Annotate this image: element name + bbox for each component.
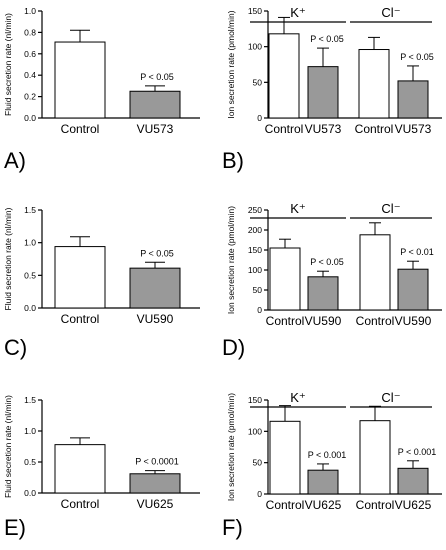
group-label: Cl⁻ [381, 390, 400, 405]
bar [54, 41, 106, 119]
bar [307, 469, 339, 495]
category-label: Control [266, 498, 305, 512]
y-tick-label: 0 [257, 305, 262, 315]
bar [307, 66, 339, 119]
category-label: VU573 [395, 122, 432, 136]
y-tick-label: 150 [248, 6, 262, 16]
panel-label: E) [4, 515, 26, 540]
group-label: Cl⁻ [381, 201, 400, 216]
bar [269, 420, 301, 495]
p-value-annotation: P < 0.05 [140, 248, 174, 258]
category-label: Control [356, 498, 395, 512]
p-value-annotation: P < 0.01 [400, 247, 434, 257]
panel-label: F) [222, 515, 243, 540]
y-tick-label: 0 [257, 113, 262, 123]
y-tick-label: 0.0 [24, 303, 36, 313]
y-tick-label: 1.5 [24, 205, 36, 215]
category-label: VU625 [395, 498, 432, 512]
bar [359, 420, 391, 495]
y-tick-label: 100 [248, 265, 262, 275]
p-value-annotation: P < 0.0001 [135, 457, 179, 467]
y-tick-label: 100 [248, 426, 262, 436]
bar [54, 444, 106, 494]
group-label: K⁺ [290, 390, 306, 405]
y-tick-label: 0.2 [24, 92, 36, 102]
group-label: K⁺ [290, 201, 306, 216]
y-tick-label: 0.4 [24, 70, 36, 80]
bar [129, 90, 181, 119]
category-label: Control [61, 122, 100, 136]
p-value-annotation: P < 0.05 [400, 52, 434, 62]
group-label: K⁺ [290, 5, 306, 20]
y-axis-label: Fluid secretion rate (nl/min) [3, 207, 13, 310]
y-tick-label: 1.0 [24, 6, 36, 16]
category-label: Control [355, 122, 394, 136]
category-label: VU573 [305, 122, 342, 136]
y-tick-label: 50 [253, 458, 263, 468]
y-axis-label: Ion secretion rate (pmol/min) [226, 206, 236, 314]
bar [358, 49, 390, 119]
y-axis-label: Ion secretion rate (pmol/min) [226, 10, 236, 118]
y-tick-label: 200 [248, 225, 262, 235]
category-label: Control [61, 312, 100, 326]
bar [129, 473, 181, 494]
y-tick-label: 0.5 [24, 457, 36, 467]
bar [397, 268, 429, 311]
y-tick-label: 250 [248, 205, 262, 215]
category-label: VU625 [305, 498, 342, 512]
y-tick-label: 0.0 [24, 488, 36, 498]
y-axis-label: Fluid secretion rate (nl/min) [3, 395, 13, 498]
y-tick-label: 150 [248, 395, 262, 405]
p-value-annotation: P < 0.001 [308, 450, 347, 460]
category-label: VU573 [137, 122, 174, 136]
panel-label: A) [4, 148, 26, 173]
bar [269, 247, 301, 311]
category-label: VU590 [137, 312, 174, 326]
y-tick-label: 0 [257, 489, 262, 499]
bar [307, 276, 339, 311]
category-label: Control [61, 497, 100, 511]
panel-label: B) [222, 148, 244, 173]
category-label: Control [265, 122, 304, 136]
y-tick-label: 150 [248, 245, 262, 255]
y-tick-label: 100 [248, 42, 262, 52]
y-tick-label: 50 [253, 77, 263, 87]
bar [359, 234, 391, 311]
y-axis-label: Ion secretion rate (pmol/min) [226, 393, 236, 501]
p-value-annotation: P < 0.05 [310, 34, 344, 44]
y-tick-label: 1.0 [24, 238, 36, 248]
bar [268, 33, 300, 119]
y-tick-label: 50 [253, 285, 263, 295]
p-value-annotation: P < 0.001 [398, 447, 437, 457]
category-label: VU625 [137, 497, 174, 511]
category-label: VU590 [395, 314, 432, 328]
panel-label: C) [4, 335, 27, 360]
panel-label: D) [222, 335, 245, 360]
y-tick-label: 0.6 [24, 49, 36, 59]
y-axis-label: Fluid secretion rate (nl/min) [3, 13, 13, 116]
y-tick-label: 0.8 [24, 27, 36, 37]
p-value-annotation: P < 0.05 [310, 257, 344, 267]
category-label: VU590 [305, 314, 342, 328]
bar [397, 467, 429, 495]
group-label: Cl⁻ [381, 5, 400, 20]
y-tick-label: 1.5 [24, 395, 36, 405]
category-label: Control [266, 314, 305, 328]
y-tick-label: 0.0 [24, 113, 36, 123]
bar [397, 80, 429, 119]
p-value-annotation: P < 0.05 [140, 72, 174, 82]
y-tick-label: 1.0 [24, 426, 36, 436]
category-label: Control [356, 314, 395, 328]
y-tick-label: 0.5 [24, 270, 36, 280]
bar [54, 246, 106, 309]
bar [129, 267, 181, 309]
